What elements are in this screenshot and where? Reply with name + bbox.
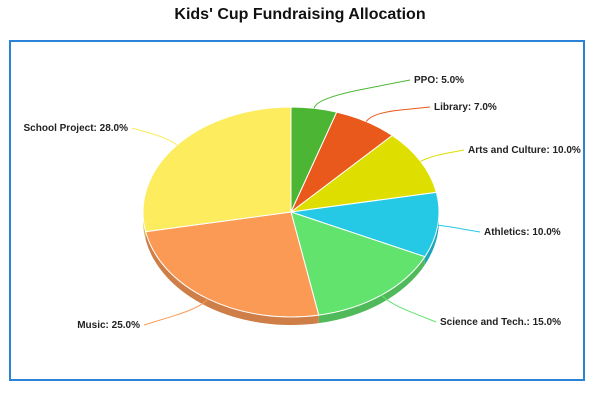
leader-line-athletics (437, 224, 481, 233)
pie-side-school-project (143, 212, 146, 240)
leader-line-science-and-tech (381, 294, 437, 323)
data-label-athletics: Athletics: 10.0% (484, 227, 561, 238)
data-label-music: Music: 25.0% (77, 320, 140, 331)
pie-labels: PPO: 5.0% Library: 7.0% Arts and Culture: … (24, 75, 581, 331)
leader-line-library (365, 106, 431, 122)
leader-line-music (143, 298, 209, 326)
pie-slice-school-project[interactable] (142, 106, 292, 233)
data-label-library: Library: 7.0% (434, 102, 497, 113)
data-label-ppo: PPO: 5.0% (414, 75, 464, 86)
pie-top-layer (142, 106, 440, 318)
pie-slice-music[interactable] (144, 211, 320, 318)
pie-side-science-and-tech (318, 256, 425, 324)
data-label-science-and-tech: Science and Tech.: 15.0% (440, 317, 561, 328)
data-label-arts-and-culture: Arts and Culture: 10.0% (468, 145, 581, 156)
leader-line-arts-and-culture (420, 149, 465, 162)
leader-line-ppo (313, 79, 411, 109)
chart-title: Kids' Cup Fundraising Allocation (174, 6, 426, 23)
pie-slice-science-and-tech[interactable] (290, 211, 426, 316)
data-label-school-project: School Project: 28.0% (24, 123, 129, 134)
leader-line-school-project (131, 127, 178, 146)
